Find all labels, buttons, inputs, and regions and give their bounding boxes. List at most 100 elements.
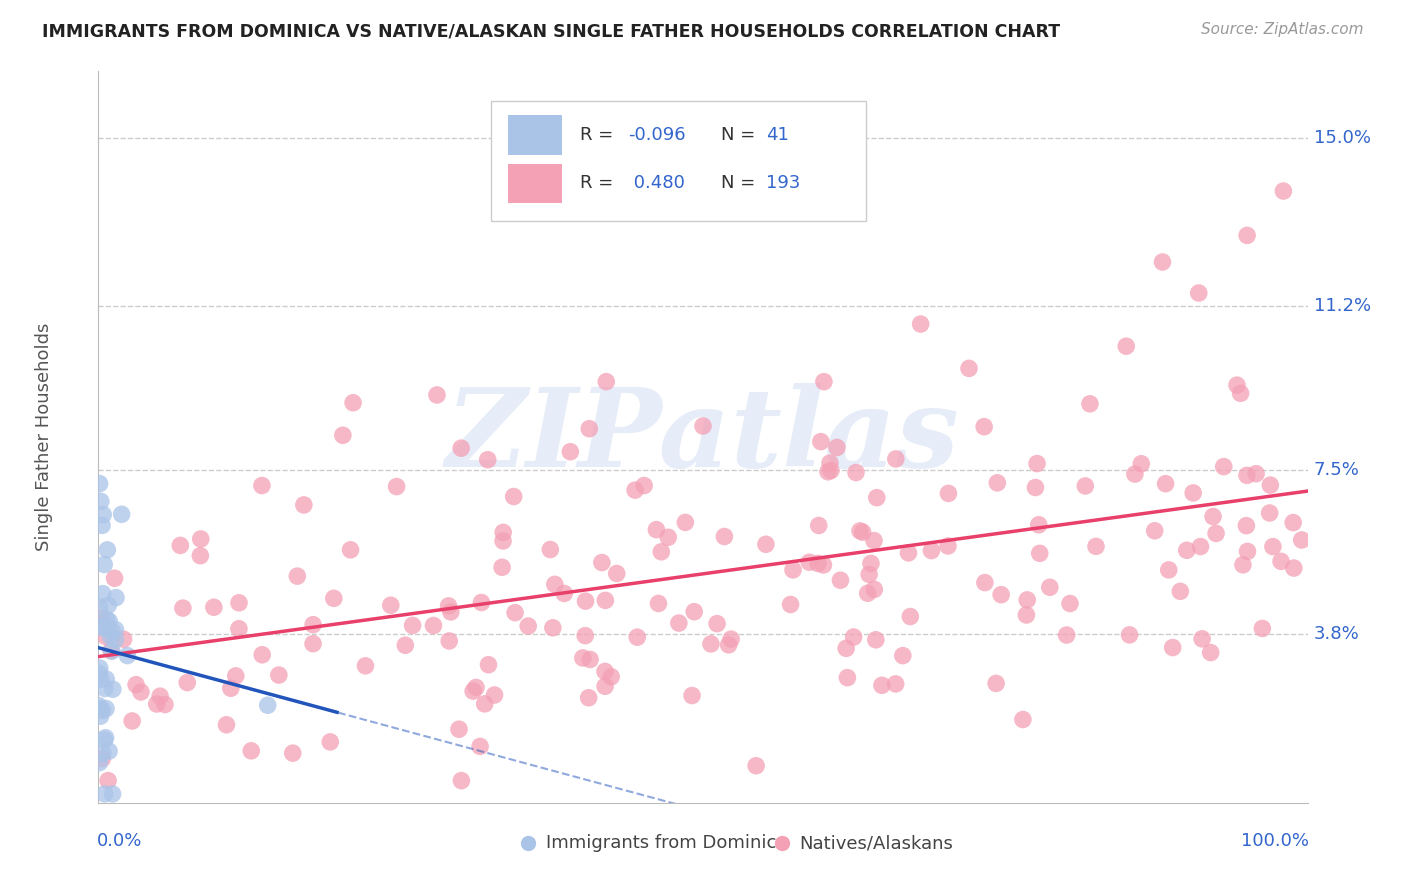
Point xyxy=(553,586,575,600)
Point xyxy=(101,624,124,639)
Text: 3.8%: 3.8% xyxy=(1313,625,1360,643)
Point xyxy=(755,537,778,551)
Point xyxy=(1017,593,1039,607)
Point xyxy=(799,555,821,569)
Text: R =: R = xyxy=(579,126,619,144)
Point xyxy=(1282,561,1305,575)
Point xyxy=(98,614,121,628)
Point xyxy=(1161,640,1184,655)
Point xyxy=(807,518,830,533)
Point xyxy=(1270,554,1292,568)
Point xyxy=(600,670,623,684)
Point xyxy=(385,479,408,493)
Point xyxy=(492,525,515,540)
Text: IMMIGRANTS FROM DOMINICA VS NATIVE/ALASKAN SINGLE FATHER HOUSEHOLDS CORRELATION : IMMIGRANTS FROM DOMINICA VS NATIVE/ALASK… xyxy=(42,22,1060,40)
Point xyxy=(302,637,325,651)
Point xyxy=(89,661,111,675)
Point xyxy=(96,672,118,686)
Point xyxy=(673,516,696,530)
Point xyxy=(1244,467,1267,481)
Point xyxy=(1152,255,1174,269)
Point xyxy=(96,612,118,626)
Point xyxy=(101,682,124,697)
Point xyxy=(538,542,561,557)
Point xyxy=(228,622,250,636)
Point xyxy=(578,422,600,436)
Point xyxy=(450,441,472,455)
Point xyxy=(281,746,304,760)
Point xyxy=(668,616,690,631)
Point xyxy=(817,465,839,479)
Point xyxy=(89,666,111,681)
Point xyxy=(849,524,872,538)
Text: 7.5%: 7.5% xyxy=(1313,461,1360,479)
Point xyxy=(215,718,238,732)
Point xyxy=(93,558,115,572)
Point xyxy=(1154,476,1177,491)
Point xyxy=(90,702,112,716)
Point xyxy=(267,668,290,682)
Point xyxy=(645,523,668,537)
Point xyxy=(560,444,582,458)
Point xyxy=(477,657,499,672)
FancyBboxPatch shape xyxy=(492,101,866,221)
Point xyxy=(98,629,121,643)
Point xyxy=(91,703,114,717)
Point xyxy=(936,539,959,553)
Point xyxy=(813,558,835,572)
Point xyxy=(870,678,893,692)
Point xyxy=(856,586,879,600)
Point xyxy=(858,567,880,582)
Point xyxy=(91,508,114,522)
Point xyxy=(112,632,135,647)
Point xyxy=(1212,459,1234,474)
Point xyxy=(1226,378,1249,392)
Point xyxy=(188,549,211,563)
Point xyxy=(866,491,889,505)
Point xyxy=(394,638,416,652)
Point xyxy=(593,665,616,679)
Point xyxy=(745,758,768,772)
Point xyxy=(465,681,488,695)
Point xyxy=(1143,524,1166,538)
Text: N =: N = xyxy=(721,126,761,144)
Point xyxy=(830,573,852,587)
Point xyxy=(91,746,114,760)
Point xyxy=(1236,544,1258,558)
Point xyxy=(90,709,112,723)
Point xyxy=(492,533,515,548)
Point xyxy=(1130,457,1153,471)
Point xyxy=(470,595,492,609)
Point xyxy=(820,463,842,477)
Point xyxy=(1168,584,1191,599)
Point xyxy=(1182,486,1205,500)
Point xyxy=(910,317,932,331)
Point xyxy=(990,588,1012,602)
Point xyxy=(1199,646,1222,660)
Point xyxy=(105,591,128,605)
Text: 15.0%: 15.0% xyxy=(1313,128,1371,147)
Point xyxy=(574,629,596,643)
Point xyxy=(1272,184,1295,198)
Point xyxy=(884,452,907,467)
Point xyxy=(380,599,402,613)
Text: Single Father Households: Single Father Households xyxy=(35,323,53,551)
Point xyxy=(437,599,460,613)
Point xyxy=(891,648,914,663)
Point xyxy=(176,675,198,690)
Point xyxy=(101,644,124,658)
Point xyxy=(125,678,148,692)
Point xyxy=(973,419,995,434)
Point xyxy=(1282,516,1305,530)
Point xyxy=(591,556,613,570)
Point xyxy=(145,697,167,711)
Point xyxy=(97,599,120,613)
Point xyxy=(89,756,111,770)
Point xyxy=(984,676,1007,690)
Point xyxy=(624,483,647,497)
Point xyxy=(859,557,882,571)
Point xyxy=(172,601,194,615)
Point xyxy=(339,542,361,557)
Point xyxy=(1012,713,1035,727)
Point xyxy=(1232,558,1254,572)
